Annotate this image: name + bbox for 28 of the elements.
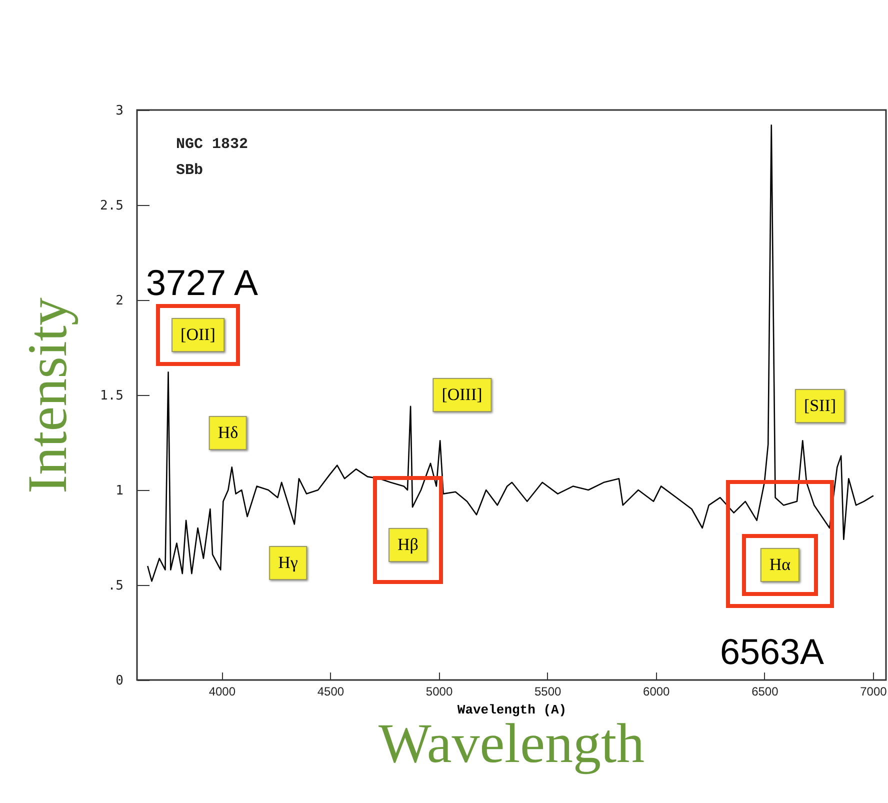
y-tick-label: 1 (116, 484, 124, 498)
y-axis-title: Intensity (17, 298, 80, 494)
x-tick-label: 5000 (426, 684, 453, 698)
annotation: [OIII] (432, 378, 492, 412)
x-tick-label: 6000 (643, 684, 670, 698)
line-series (146, 124, 874, 582)
y-tick-label: 0 (116, 674, 124, 688)
x-tick-label: 4500 (317, 684, 344, 698)
y-tick-label: 1.5 (100, 388, 124, 404)
annotation: Hβ (388, 528, 428, 562)
annotation: Hα (760, 548, 800, 582)
y-tick-label: 2 (116, 294, 124, 308)
y-tick-label: .5 (108, 578, 124, 594)
x-tick-label: 5500 (534, 684, 562, 698)
annotation: [OII] (172, 318, 224, 352)
annotation: SBb (176, 162, 204, 179)
x-tick-label: 6500 (752, 684, 779, 698)
annotation: 3727 A (146, 262, 258, 304)
x-axis-title: Wavelength (A) (457, 702, 567, 718)
annotation: [SII] (794, 389, 846, 423)
annotation: NGC 1832 (176, 136, 248, 153)
annotation: 6563A (720, 631, 824, 673)
annotation: Hγ (269, 546, 307, 580)
annotation: Hδ (208, 416, 248, 450)
x-tick-label: 7000 (860, 684, 888, 698)
y-tick-label: 2.5 (100, 198, 124, 214)
y-tick-label: 3 (116, 104, 124, 118)
x-tick-label: 4000 (208, 684, 236, 698)
